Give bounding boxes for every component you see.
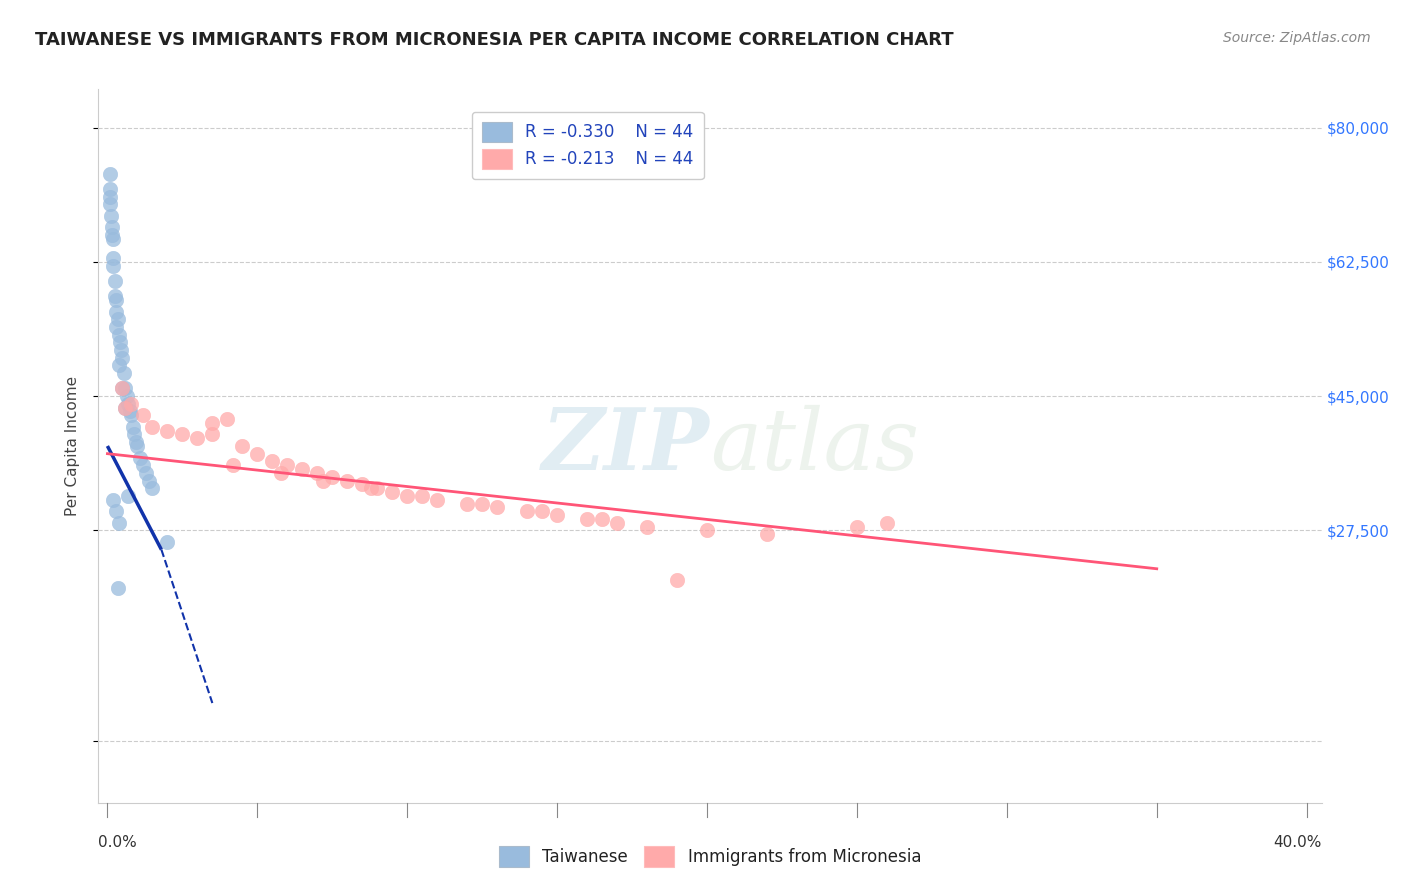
Point [127, 439, 149, 453]
Point [103, 492, 125, 507]
Point [101, 232, 124, 246]
Point [114, 401, 136, 415]
Point [666, 574, 689, 588]
Point [201, 416, 224, 430]
Point [270, 466, 292, 480]
Point [516, 504, 538, 518]
Point [141, 419, 163, 434]
Point [576, 512, 599, 526]
Point [138, 474, 160, 488]
Point [105, 304, 128, 318]
Point [111, 381, 134, 395]
Point [108, 335, 131, 350]
Point [101, 227, 124, 242]
Point [114, 381, 136, 395]
Text: atlas: atlas [710, 405, 920, 487]
Point [101, 220, 124, 235]
Point [100, 209, 122, 223]
Point [104, 274, 127, 288]
Point [98, 182, 121, 196]
Point [756, 527, 779, 541]
Point [291, 462, 314, 476]
Point [222, 458, 245, 473]
Point [129, 450, 152, 465]
Point [321, 469, 343, 483]
Point [845, 519, 868, 533]
Point [876, 516, 898, 530]
Point [111, 381, 134, 395]
Point [117, 489, 139, 503]
Point [107, 312, 129, 326]
Point [108, 359, 131, 373]
Point [381, 485, 404, 500]
Point [135, 466, 157, 480]
Point [352, 477, 374, 491]
Point [217, 412, 239, 426]
Point [456, 497, 478, 511]
Point [132, 409, 155, 423]
Point [201, 427, 224, 442]
Point [124, 427, 146, 442]
Text: ZIP: ZIP [543, 404, 710, 488]
Text: 40.0%: 40.0% [1274, 836, 1322, 850]
Point [606, 516, 628, 530]
Point [486, 500, 509, 515]
Point [262, 454, 284, 468]
Point [312, 474, 335, 488]
Point [108, 516, 131, 530]
Point [103, 251, 125, 265]
Point [105, 320, 128, 334]
Point [591, 512, 613, 526]
Point [276, 458, 298, 473]
Point [114, 401, 136, 415]
Point [104, 293, 127, 308]
Point [104, 289, 127, 303]
Point [156, 424, 179, 438]
Point [186, 431, 208, 445]
Point [107, 581, 129, 595]
Text: 0.0%: 0.0% [98, 836, 138, 850]
Point [118, 404, 141, 418]
Point [125, 435, 148, 450]
Point [141, 481, 163, 495]
Point [396, 489, 419, 503]
Point [115, 389, 138, 403]
Point [366, 481, 388, 495]
Point [360, 481, 382, 495]
Point [98, 167, 121, 181]
Point [110, 343, 132, 357]
Point [111, 351, 134, 365]
Point [471, 497, 494, 511]
Text: Source: ZipAtlas.com: Source: ZipAtlas.com [1223, 31, 1371, 45]
Point [122, 419, 145, 434]
Point [100, 189, 122, 203]
Point [117, 397, 139, 411]
Point [100, 197, 122, 211]
Legend: Taiwanese, Immigrants from Micronesia: Taiwanese, Immigrants from Micronesia [489, 836, 931, 877]
Point [696, 524, 718, 538]
Text: TAIWANESE VS IMMIGRANTS FROM MICRONESIA PER CAPITA INCOME CORRELATION CHART: TAIWANESE VS IMMIGRANTS FROM MICRONESIA … [35, 31, 953, 49]
Point [546, 508, 568, 522]
Point [426, 492, 449, 507]
Point [156, 535, 179, 549]
Point [231, 439, 253, 453]
Point [636, 519, 658, 533]
Point [108, 327, 131, 342]
Point [307, 466, 329, 480]
Point [103, 259, 125, 273]
Point [172, 427, 194, 442]
Point [246, 447, 269, 461]
Point [411, 489, 433, 503]
Point [105, 504, 128, 518]
Point [531, 504, 554, 518]
Point [112, 366, 135, 380]
Point [132, 458, 155, 473]
Point [120, 409, 142, 423]
Point [336, 474, 359, 488]
Point [120, 397, 142, 411]
Y-axis label: Per Capita Income: Per Capita Income [65, 376, 80, 516]
